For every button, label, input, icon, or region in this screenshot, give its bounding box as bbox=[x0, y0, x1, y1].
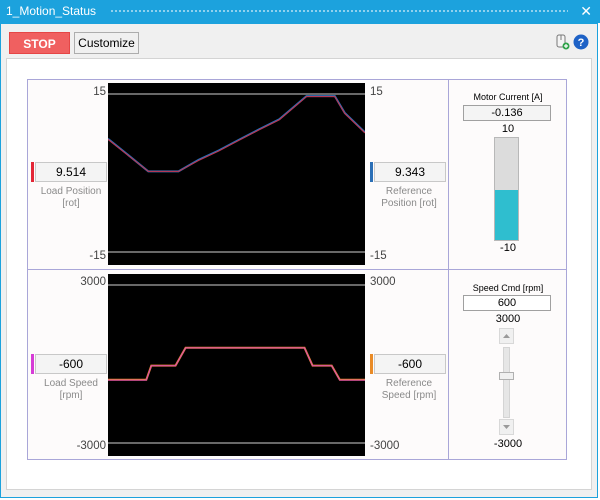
horizontal-divider bbox=[28, 269, 566, 270]
load-position-accent bbox=[31, 162, 34, 182]
motor-current-gauge bbox=[494, 137, 519, 241]
content-panel: 15 -15 15 -15 9.514 Load Position [rot] … bbox=[6, 58, 592, 490]
help-icon[interactable]: ? bbox=[573, 34, 589, 50]
position-plot bbox=[108, 83, 365, 265]
position-plot-svg bbox=[108, 93, 365, 253]
reference-position-caption: Reference Position [rot] bbox=[364, 186, 454, 210]
position-series-line-0 bbox=[108, 95, 365, 173]
window-title: 1_Motion_Status bbox=[6, 4, 97, 18]
chevron-down-icon bbox=[503, 425, 510, 429]
load-speed-caption-line1: Load Speed bbox=[44, 378, 98, 389]
motor-current-label: Motor Current [A] bbox=[473, 92, 543, 102]
stop-button[interactable]: STOP bbox=[9, 32, 70, 54]
load-speed-accent bbox=[31, 354, 34, 374]
position-y-min-left: -15 bbox=[89, 250, 106, 262]
reference-position-accent bbox=[370, 162, 373, 182]
reference-speed-caption: Reference Speed [rpm] bbox=[364, 378, 454, 402]
load-position-value: 9.514 bbox=[35, 162, 107, 182]
speed-series-line-1 bbox=[108, 347, 365, 381]
vertical-divider bbox=[448, 80, 449, 459]
reference-speed-caption-line1: Reference bbox=[385, 378, 433, 389]
load-position-caption: Load Position [rot] bbox=[26, 186, 116, 210]
speed-cmd-slider-thumb[interactable] bbox=[499, 372, 514, 381]
speed-y-min-left: -3000 bbox=[76, 440, 106, 452]
close-icon[interactable]: ✕ bbox=[580, 3, 592, 19]
speed-plot bbox=[108, 274, 365, 456]
position-y-max-left: 15 bbox=[93, 86, 106, 98]
reference-position-caption-line2: Position [rot] bbox=[381, 198, 437, 209]
svg-text:?: ? bbox=[578, 37, 585, 49]
reference-speed-caption-line2: Speed [rpm] bbox=[381, 390, 437, 401]
speed-y-max-left: 3000 bbox=[80, 276, 106, 288]
toolbar: STOP Customize ? bbox=[1, 24, 597, 59]
title-bar-grip[interactable] bbox=[110, 9, 568, 14]
monitor-group: 15 -15 15 -15 9.514 Load Position [rot] … bbox=[27, 79, 567, 460]
speed-plot-svg bbox=[108, 284, 365, 444]
load-speed-value: -600 bbox=[35, 354, 107, 374]
speed-cmd-input[interactable]: 600 bbox=[463, 295, 551, 311]
motion-status-window: STOP Customize ? 15 -15 15 -15 bbox=[0, 23, 598, 498]
load-speed-caption-line2: [rpm] bbox=[59, 390, 83, 401]
load-position-caption-line2: [rot] bbox=[62, 198, 80, 209]
speed-cmd-label: Speed Cmd [rpm] bbox=[472, 283, 544, 293]
customize-button[interactable]: Customize bbox=[74, 32, 139, 54]
reference-position-caption-line1: Reference bbox=[385, 186, 433, 197]
speed-series-line-0 bbox=[108, 346, 365, 381]
motor-current-gauge-fill bbox=[495, 190, 518, 240]
motor-current-min-label: -10 bbox=[500, 242, 516, 254]
speed-cmd-slider-track[interactable] bbox=[499, 347, 514, 418]
load-speed-caption: Load Speed [rpm] bbox=[26, 378, 116, 402]
title-bar: 1_Motion_Status ✕ bbox=[0, 0, 600, 23]
speed-y-max-right: 3000 bbox=[370, 276, 396, 288]
speed-cmd-increase-button[interactable] bbox=[499, 328, 514, 344]
position-y-min-right: -15 bbox=[370, 250, 387, 262]
speed-cmd-min-label: -3000 bbox=[493, 438, 523, 450]
chevron-up-icon bbox=[503, 334, 510, 338]
reference-position-value: 9.343 bbox=[374, 162, 446, 182]
speed-y-min-right: -3000 bbox=[370, 440, 400, 452]
load-position-caption-line1: Load Position bbox=[40, 186, 102, 197]
position-series-line-1 bbox=[108, 96, 365, 172]
motor-current-max-label: 10 bbox=[501, 123, 515, 135]
reference-speed-value: -600 bbox=[374, 354, 446, 374]
speed-cmd-decrease-button[interactable] bbox=[499, 419, 514, 435]
add-device-icon[interactable] bbox=[554, 34, 570, 50]
reference-speed-accent bbox=[370, 354, 373, 374]
motor-current-value: -0.136 bbox=[463, 105, 551, 121]
position-y-max-right: 15 bbox=[370, 86, 383, 98]
speed-cmd-max-label: 3000 bbox=[495, 313, 521, 325]
